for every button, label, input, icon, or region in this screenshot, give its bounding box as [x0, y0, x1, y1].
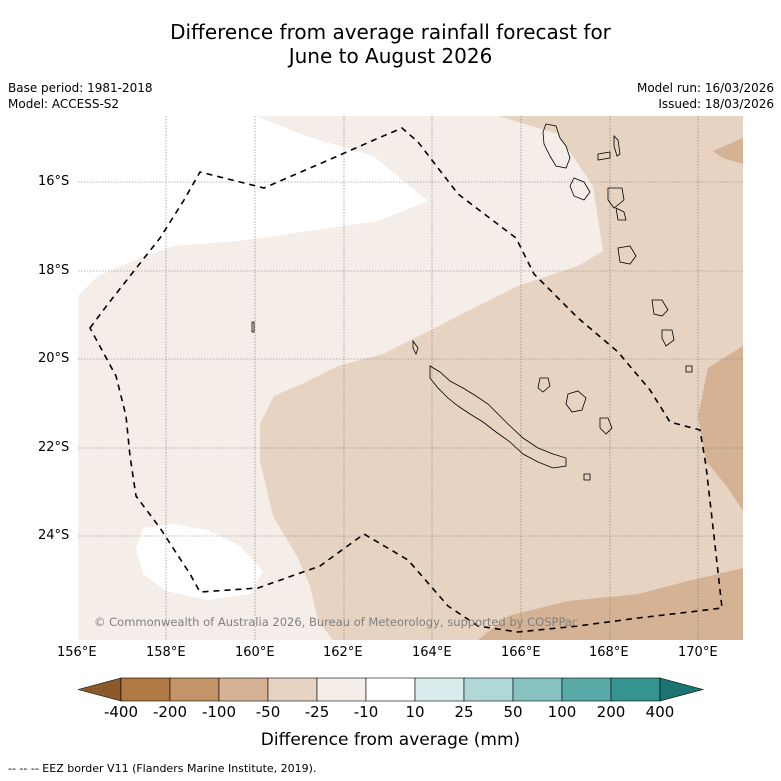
- mare-island: [599, 417, 613, 435]
- colorbar-cell-6: [365, 677, 416, 702]
- copyright-text: © Commonwealth of Australia 2026, Bureau…: [94, 615, 578, 629]
- colorbar-label-9: 100: [547, 703, 577, 721]
- lon-label-166e: 166°E: [501, 645, 541, 660]
- espiritu-santo-island: [542, 123, 571, 169]
- colorbar-cell-5: [316, 677, 367, 702]
- lat-label-16s: 16°S: [38, 174, 70, 189]
- epi-island: [615, 207, 627, 221]
- dry-region-50-100-east: [698, 346, 743, 511]
- colorbar-label-2: -100: [201, 703, 237, 721]
- colorbar-cell-2: [169, 677, 220, 702]
- lat-label-24s: 24°S: [38, 528, 70, 543]
- chart-title: Difference from average rainfall forecas…: [0, 20, 781, 68]
- colorbar-extend-high: [659, 677, 705, 702]
- meta-right: Model run: 16/03/2026 Issued: 18/03/2026: [637, 80, 774, 112]
- colorbar-label-11: 400: [645, 703, 675, 721]
- lon-label-162e: 162°E: [323, 645, 363, 660]
- gridlines: [78, 116, 743, 640]
- lifou-island: [565, 390, 587, 413]
- ambae-island: [597, 151, 611, 161]
- tanna-island: [661, 329, 675, 347]
- colorbar-label-5: -10: [353, 703, 379, 721]
- lon-label-156e: 156°E: [57, 645, 97, 660]
- colorbar-label-8: 50: [503, 703, 523, 721]
- colorbar-cell-3: [218, 677, 269, 702]
- colorbar-cell-9: [512, 677, 563, 702]
- chesterfield-reef: [251, 321, 255, 333]
- colorbar-cell-4: [267, 677, 318, 702]
- malekula-island: [569, 177, 591, 201]
- walpole-island: [583, 473, 591, 481]
- maewo-island: [613, 135, 621, 157]
- colorbar-cell-7: [414, 677, 465, 702]
- colorbar-label-7: 25: [454, 703, 474, 721]
- colorbar-extend-low: [78, 677, 122, 702]
- colorbar-cell-1: [120, 677, 171, 702]
- ouvea-island: [537, 377, 551, 393]
- belep-islands: [412, 339, 419, 356]
- colorbar-label-4: -25: [304, 703, 330, 721]
- efate-island: [617, 245, 637, 265]
- eez-border: [89, 127, 723, 633]
- lat-label-18s: 18°S: [38, 263, 70, 278]
- near-normal-region-north: [78, 116, 428, 296]
- aneityum-island: [685, 365, 693, 373]
- new-caledonia-main-island: [429, 365, 567, 469]
- title-line-2: June to August 2026: [288, 44, 493, 68]
- model-run: Model run: 16/03/2026: [636, 81, 774, 95]
- base-period: Base period: 1981-2018: [8, 81, 153, 95]
- colorbar-cell-11: [610, 677, 661, 702]
- pentecost-island: [607, 187, 625, 209]
- colorbar-label-10: 200: [596, 703, 626, 721]
- colorbar-label-6: 10: [405, 703, 425, 721]
- eez-legend: -- -- -- EEZ border V11 (Flanders Marine…: [8, 762, 317, 775]
- meta-left: Base period: 1981-2018 Model: ACCESS-S2: [8, 80, 153, 112]
- dry-region-50-100-northeast: [713, 138, 743, 164]
- colorbar-label-0: -400: [103, 703, 139, 721]
- model-name: Model: ACCESS-S2: [8, 97, 120, 111]
- erromango-island: [651, 299, 669, 317]
- colorbar-label-3: -50: [255, 703, 281, 721]
- title-line-1: Difference from average rainfall forecas…: [170, 20, 611, 44]
- rainfall-map: © Commonwealth of Australia 2026, Bureau…: [78, 116, 743, 640]
- lon-label-158e: 158°E: [146, 645, 186, 660]
- colorbar-cell-10: [561, 677, 612, 702]
- issued-date: Issued: 18/03/2026: [658, 97, 774, 111]
- lon-label-170e: 170°E: [678, 645, 718, 660]
- colorbar-cell-8: [463, 677, 514, 702]
- near-normal-region-southwest: [136, 524, 263, 600]
- colorbar-title: Difference from average (mm): [260, 730, 521, 750]
- colorbar-label-1: -200: [152, 703, 188, 721]
- lat-label-20s: 20°S: [38, 351, 70, 366]
- colorbar: [78, 677, 705, 702]
- lon-label-160e: 160°E: [235, 645, 275, 660]
- lon-label-168e: 168°E: [589, 645, 629, 660]
- lon-label-164e: 164°E: [412, 645, 452, 660]
- lat-label-22s: 22°S: [38, 440, 70, 455]
- dry-region-50-100-southeast: [478, 568, 743, 640]
